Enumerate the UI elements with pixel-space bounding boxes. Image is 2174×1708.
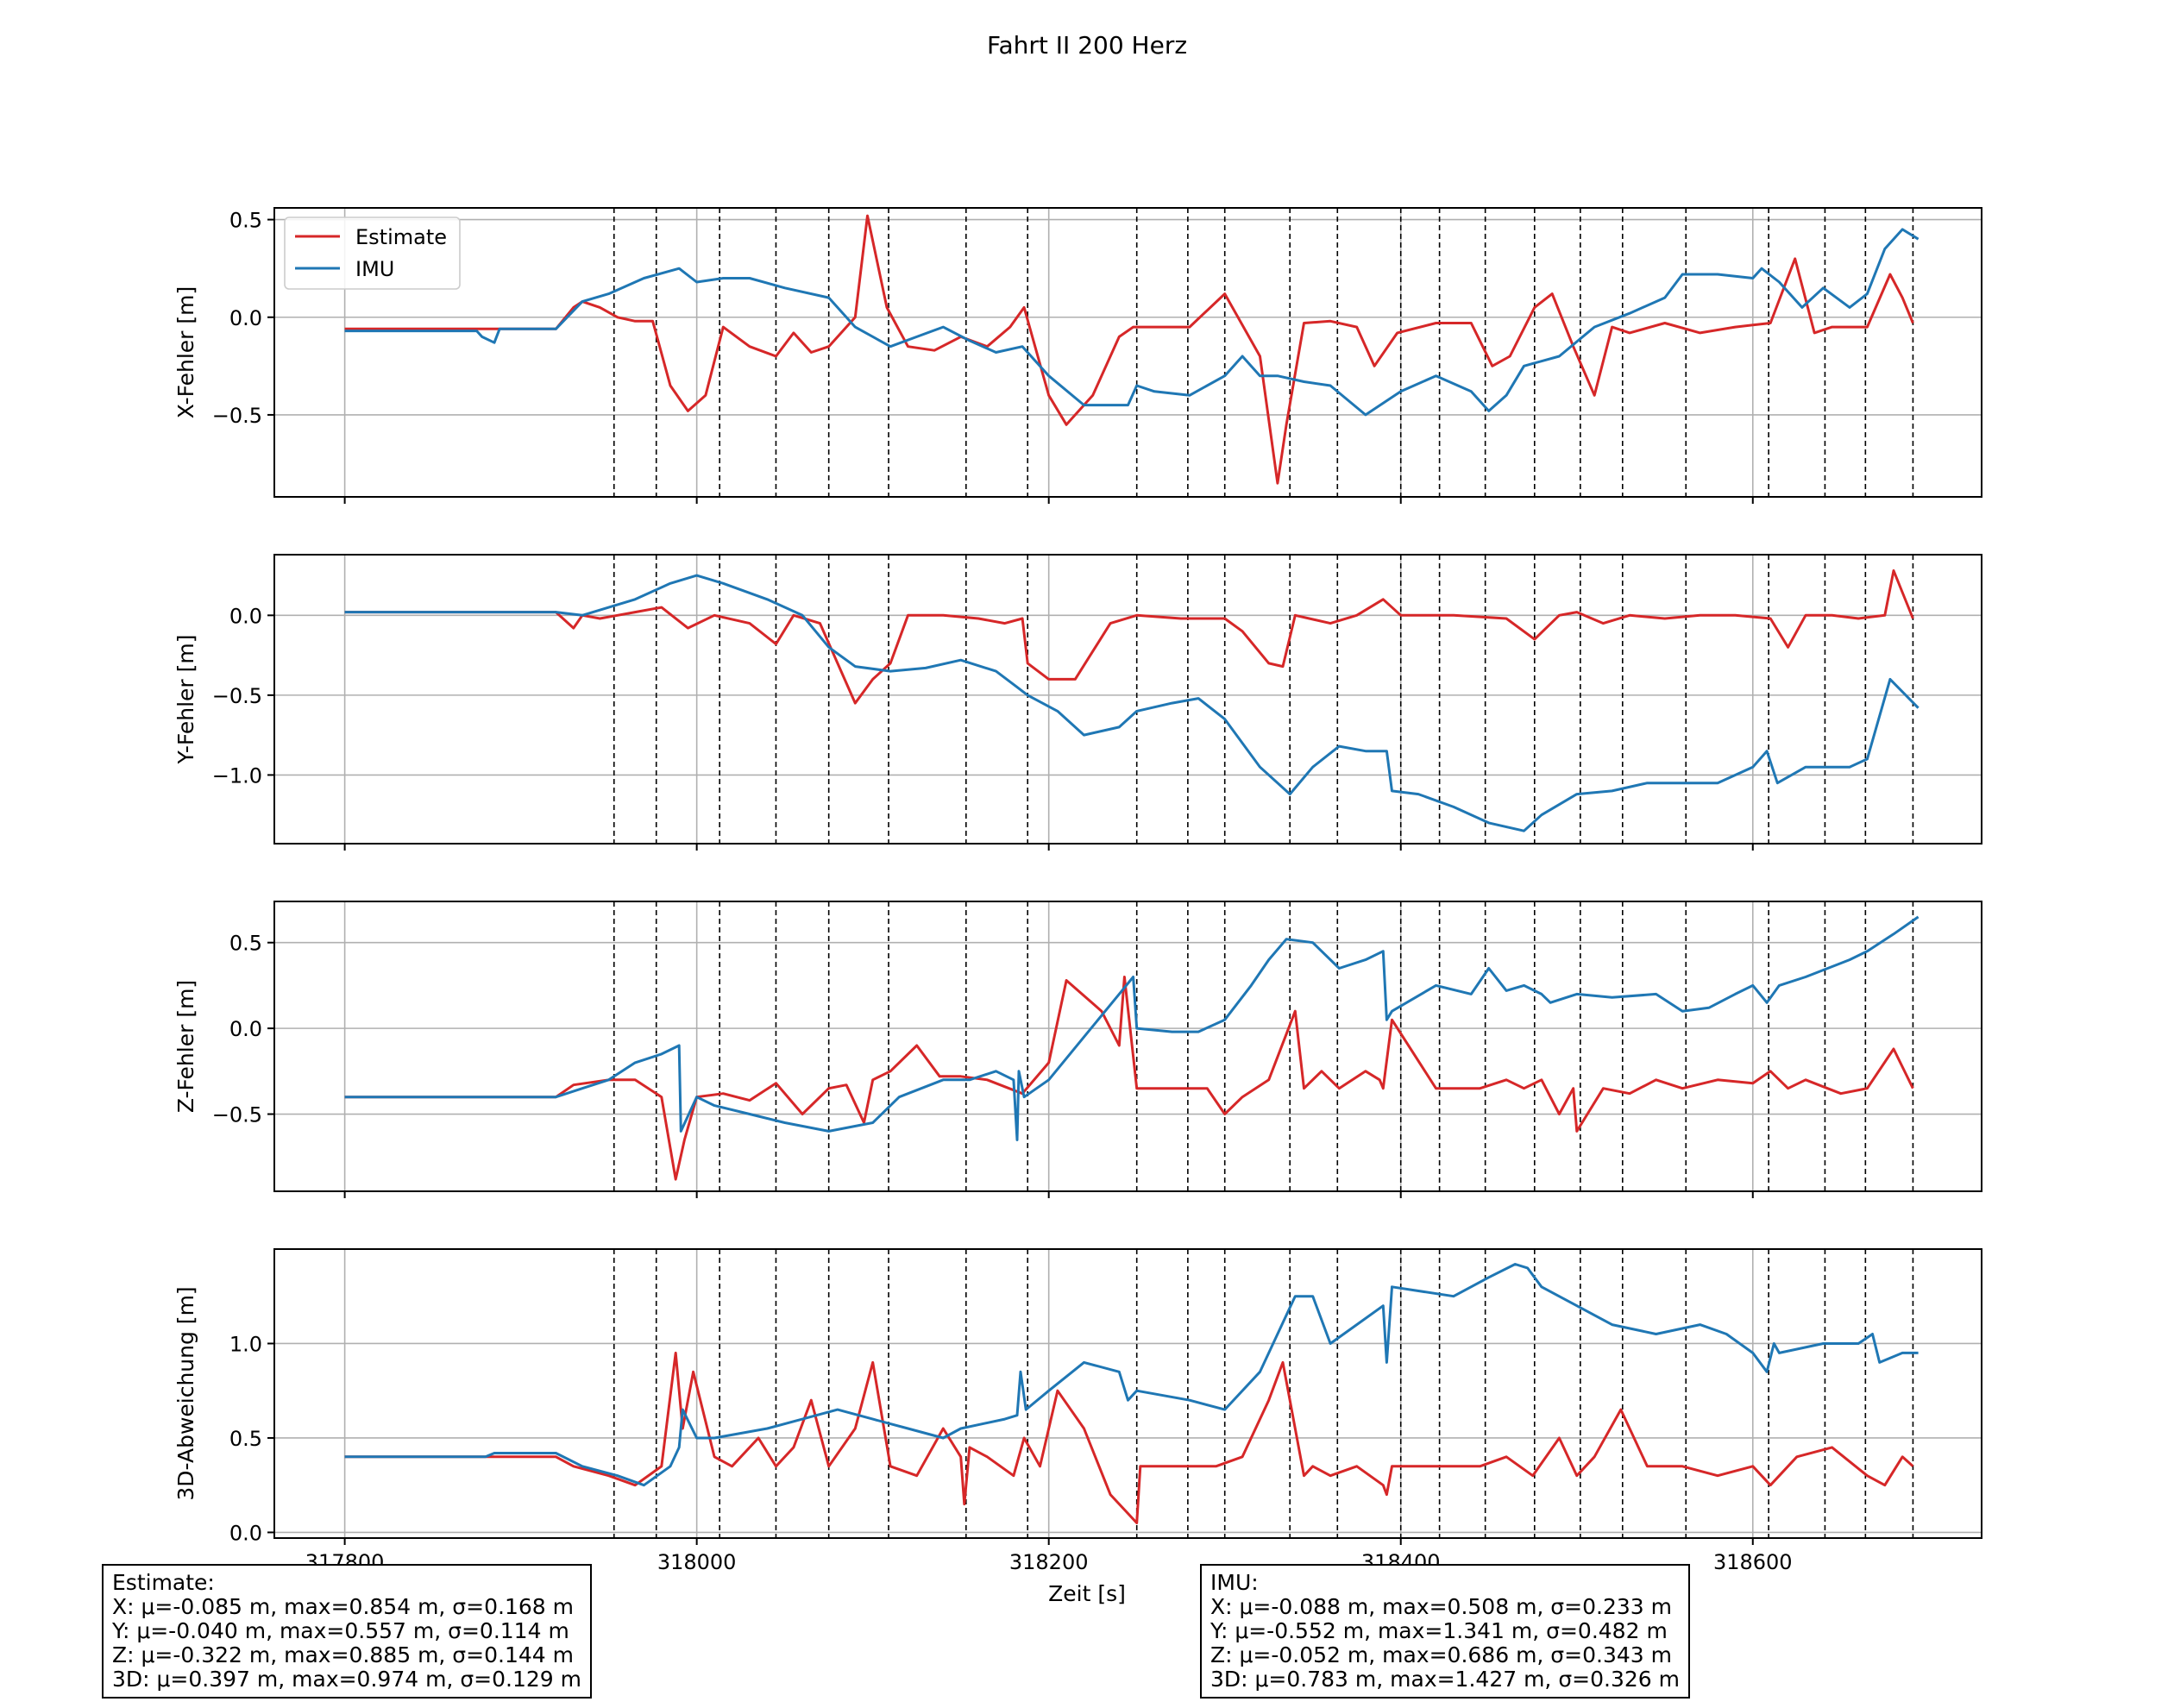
y-tick-label: 0.5 [229,1427,262,1451]
series-estimate-line [344,214,1914,485]
y-tick-label: 0.0 [229,306,262,330]
y-tick-label: 0.0 [229,1521,262,1545]
x-tick-label: 318200 [1009,1550,1089,1574]
x-tick-label: 318000 [657,1550,737,1574]
y-axis-label: 3D-Abweichung [m] [173,1286,198,1500]
series-estimate-line [344,1351,1914,1524]
estimate-stats-box: Estimate: X: μ=-0.085 m, max=0.854 m, σ=… [102,1564,592,1699]
imu-stats-3d: 3D: μ=0.783 m, max=1.427 m, σ=0.326 m [1210,1667,1680,1692]
subplot-1: 0.5 0.0 −0.5 X-Fehler [m] [173,207,1982,504]
legend-label-imu: IMU [355,257,394,281]
series-imu-line [344,228,1920,417]
y-axis-label: X-Fehler [m] [173,286,198,419]
series-estimate-line [344,569,1914,705]
axes-frame [273,207,1982,498]
series-estimate-line [344,976,1914,1181]
estimate-stats-title: Estimate: [112,1570,215,1595]
x-tick-label: 318600 [1713,1550,1793,1574]
y-tick-label: 0.0 [229,1017,262,1041]
series-imu-line [344,1263,1919,1487]
imu-stats-z: Z: μ=-0.052 m, max=0.686 m, σ=0.343 m [1210,1642,1672,1667]
legend: Estimate IMU [284,217,461,290]
legend-label-estimate: Estimate [355,225,447,249]
y-tick-label: −0.5 [212,684,262,708]
x-axis-label: Zeit [s] [1048,1581,1126,1606]
estimate-stats-x: X: μ=-0.085 m, max=0.854 m, σ=0.168 m [112,1594,574,1619]
axes-frame [273,901,1982,1192]
axes-frame [273,554,1982,845]
subplot-3: 0.5 0.0 −0.5 Z-Fehler [m] [173,901,1982,1198]
y-tick-label: 0.5 [229,932,262,956]
series-imu-line [344,574,1920,832]
y-tick-label: 0.0 [229,604,262,628]
y-tick-label: 0.5 [229,209,262,233]
axes-frame [273,1248,1982,1539]
subplot-2: 0.0 −0.5 −1.0 Y-Fehler [m] [173,554,1982,851]
imu-stats-title: IMU: [1210,1570,1259,1595]
series-imu-line [344,915,1920,1141]
subplot-4: 1.0 0.5 0.0 3D-Abweichung [m] [173,1248,1982,1545]
y-tick-label: −0.5 [212,1103,262,1127]
estimate-stats-y: Y: μ=-0.040 m, max=0.557 m, σ=0.114 m [112,1618,569,1643]
y-tick-label: −1.0 [212,763,262,788]
chart-title: Fahrt II 200 Herz [987,31,1187,60]
estimate-stats-z: Z: μ=-0.322 m, max=0.885 m, σ=0.144 m [112,1642,574,1667]
estimate-stats-3d: 3D: μ=0.397 m, max=0.974 m, σ=0.129 m [112,1667,581,1692]
y-axis-label: Y-Fehler [m] [173,635,198,765]
y-tick-label: −0.5 [212,404,262,428]
imu-stats-box: IMU: X: μ=-0.088 m, max=0.508 m, σ=0.233… [1200,1564,1690,1699]
imu-stats-y: Y: μ=-0.552 m, max=1.341 m, σ=0.482 m [1210,1618,1668,1643]
imu-stats-x: X: μ=-0.088 m, max=0.508 m, σ=0.233 m [1210,1594,1672,1619]
y-tick-label: 1.0 [229,1332,262,1356]
y-axis-label: Z-Fehler [m] [173,980,198,1113]
